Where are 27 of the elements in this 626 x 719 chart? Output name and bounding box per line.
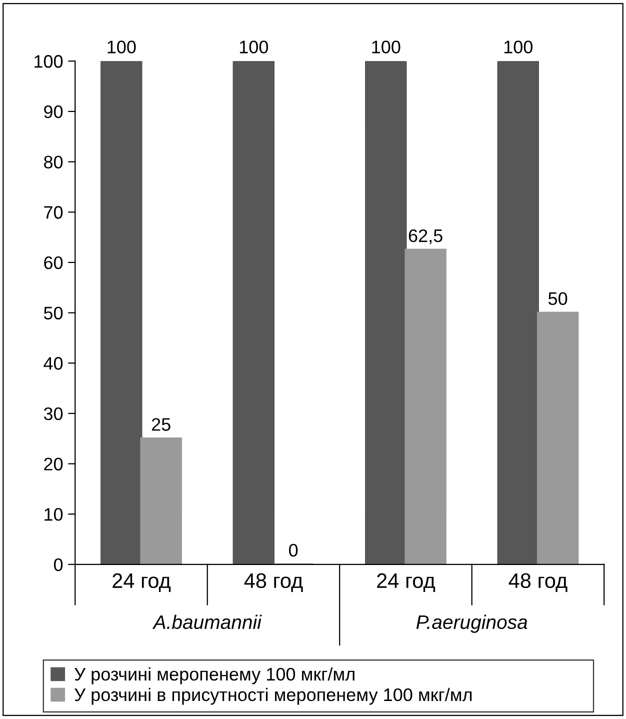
y-tick-label: 40 [44,357,63,370]
data-label: 50 [548,292,568,306]
data-label: 0 [289,544,298,557]
x-tick-label: 24 год [377,573,436,592]
data-label: 100 [240,40,268,54]
y-tick-label: 100 [34,55,63,68]
data-label: 25 [152,418,170,431]
y-tick-label: 80 [44,156,63,168]
legend-label: У розчині меропенему 100 мкг/мл [74,667,354,684]
y-tick-label: 0 [54,558,63,572]
x-tick-label: 24 год [112,573,171,592]
y-tick-label: 20 [44,458,63,470]
y-tick-label: 10 [44,508,63,521]
y-tick-label: 90 [44,105,63,118]
y-tick-label: 70 [44,206,63,219]
y-tick-label: 30 [44,407,63,420]
legend-label: У розчині в присутності меропенему 100 мкг/мл [74,688,472,705]
text: A.baumannii [152,614,262,630]
x-tick-label: 48 год [244,573,303,592]
data-label: 100 [504,40,532,54]
data-label: 100 [372,40,400,54]
data-label: 62,5 [408,229,442,244]
x-tick-label: 48 год [508,573,568,592]
data-label: 100 [108,40,136,54]
y-tick-label: 50 [44,306,63,320]
text: P.aeruginosa [416,614,528,633]
y-tick-label: 60 [44,256,63,270]
